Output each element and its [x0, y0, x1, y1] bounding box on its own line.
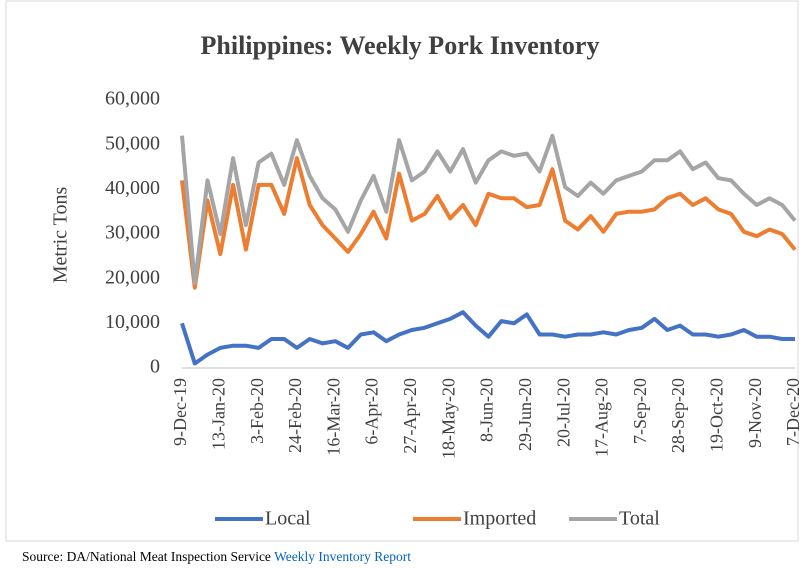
x-tick-label: 3-Feb-20: [247, 378, 267, 444]
source: Source: DA/National Meat Inspection Serv…: [22, 549, 411, 564]
source-text: Source: DA/National Meat Inspection Serv…: [22, 549, 271, 564]
x-tick-label: 9-Nov-20: [745, 378, 765, 448]
y-tick-label: 0: [150, 356, 160, 378]
x-tick-label: 8-Jun-20: [477, 378, 497, 442]
y-tick-label: 20,000: [105, 266, 160, 288]
line-series: [180, 133, 797, 286]
y-tick-label: 10,000: [105, 311, 160, 333]
line-series: [180, 310, 795, 366]
y-axis-label: Metric Tons: [50, 187, 72, 284]
x-tick-label: 17-Aug-20: [592, 378, 612, 457]
legend-label: Total: [619, 508, 660, 530]
x-tick-label: 28-Sep-20: [668, 378, 688, 453]
source-link[interactable]: Weekly Inventory Report: [274, 549, 411, 564]
legend-label: Imported: [463, 508, 536, 530]
x-tick-label: 9-Dec-19: [170, 378, 190, 446]
x-tick-label: 19-Oct-20: [707, 378, 727, 452]
x-tick-label: 16-Mar-20: [323, 378, 343, 456]
y-tick-label: 50,000: [105, 132, 160, 154]
line-series: [180, 156, 797, 290]
y-tick-label: 30,000: [105, 222, 160, 244]
x-tick-label: 6-Apr-20: [362, 378, 382, 445]
chart-title: Philippines: Weekly Pork Inventory: [201, 31, 600, 60]
x-tick-label: 13-Jan-20: [208, 378, 228, 450]
y-tick-label: 60,000: [105, 88, 160, 110]
x-tick-label: 29-Jun-20: [515, 378, 535, 451]
x-tick-label: 27-Apr-20: [400, 378, 420, 454]
x-tick-label: 20-Jul-20: [553, 378, 573, 447]
x-tick-label: 7-Dec-20: [783, 378, 803, 446]
x-tick-label: 7-Sep-20: [630, 378, 650, 444]
y-tick-label: 40,000: [105, 177, 160, 199]
chart-frame: [5, 0, 799, 542]
legend-label: Local: [265, 508, 311, 530]
x-tick-label: 24-Feb-20: [285, 378, 305, 453]
x-tick-label: 18-May-20: [438, 378, 458, 459]
